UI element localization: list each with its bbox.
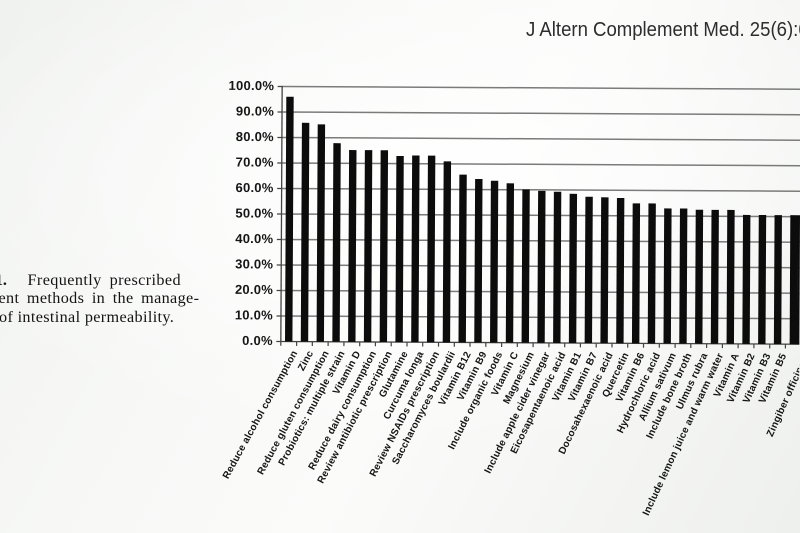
svg-text:30.0%: 30.0% [235,256,273,271]
svg-text:0.0%: 0.0% [242,333,273,348]
svg-text:20.0%: 20.0% [235,282,273,297]
svg-text:90.0%: 90.0% [236,103,274,118]
svg-text:80.0%: 80.0% [236,129,274,144]
svg-text:70.0%: 70.0% [236,154,274,169]
svg-text:100.0%: 100.0% [229,78,275,93]
svg-text:40.0%: 40.0% [235,231,273,246]
svg-text:50.0%: 50.0% [235,205,273,220]
svg-text:10.0%: 10.0% [235,307,273,322]
svg-text:60.0%: 60.0% [235,180,273,195]
